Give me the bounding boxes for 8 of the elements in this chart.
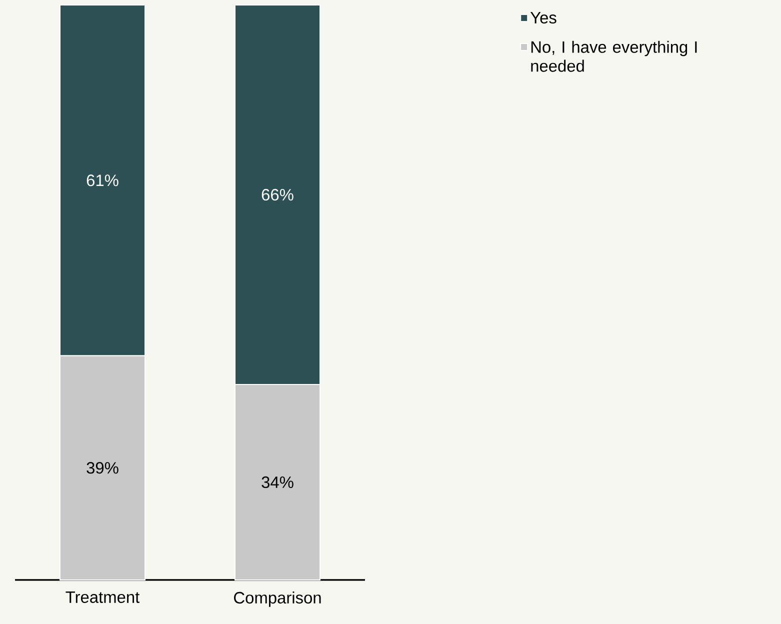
data-label: 39% <box>86 462 118 474</box>
x-tick-label: Comparison <box>234 592 321 607</box>
data-label: 34% <box>262 476 294 488</box>
data-label: 66% <box>262 188 294 201</box>
legend-label: Yes <box>530 12 556 24</box>
x-tick-label: Treatment <box>66 592 140 603</box>
data-label: 61% <box>86 174 118 186</box>
legend-label: No, I have everything I needed <box>531 40 697 72</box>
